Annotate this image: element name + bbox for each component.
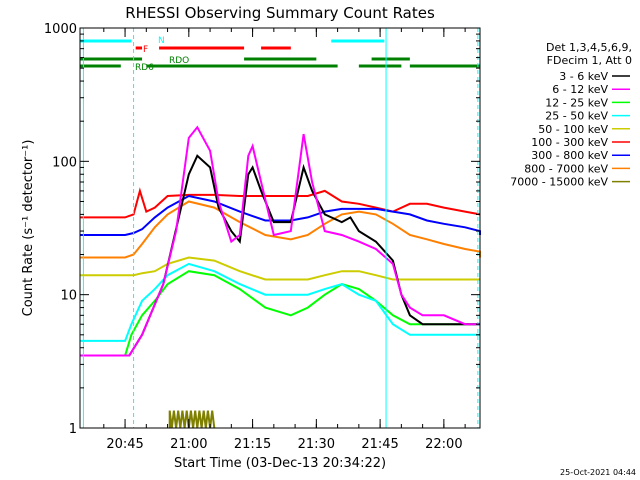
y-tick-label: 10	[60, 289, 77, 304]
flag-label-n: N	[158, 36, 165, 46]
x-tick-label: 22:00	[425, 437, 462, 452]
y-tick-label: 100	[52, 155, 77, 170]
vertical-markers	[82, 28, 479, 428]
series-line-100-300-kev	[80, 187, 481, 219]
legend-entry-label: 3 - 6 keV	[559, 70, 608, 83]
y-axis-label: Count Rate (s⁻¹ detector⁻¹)	[21, 140, 36, 317]
legend-header-line: FDecim 1, Att 0	[547, 54, 632, 67]
legend-entry-label: 50 - 100 keV	[538, 123, 608, 136]
y-tick-label: 1	[69, 422, 77, 437]
x-tick-label: 21:30	[298, 437, 335, 452]
legend-entry-label: 6 - 12 keV	[552, 83, 608, 96]
flag-bars: NF RDO RD6	[80, 36, 480, 73]
legend-entry-label: 25 - 50 keV	[545, 110, 608, 123]
series-line-25-50-kev	[80, 262, 480, 342]
y-axis: 1 10 100 1000	[44, 22, 480, 437]
x-tick-label: 21:15	[234, 437, 271, 452]
legend-entry-label: 100 - 300 keV	[531, 136, 608, 149]
legend: Det 1,3,4,5,6,9,FDecim 1, Att 0 3 - 6 keV…	[510, 41, 632, 189]
flag-label-rdo: RDO	[169, 56, 189, 66]
y-tick-label: 1000	[44, 22, 77, 37]
legend-entry-label: 300 - 800 keV	[531, 149, 608, 162]
series-line-800-7000-kev	[80, 200, 481, 259]
series-line-300-800-kev	[80, 194, 481, 236]
series-line-6-12-kev	[80, 125, 480, 357]
x-tick-label: 20:45	[106, 437, 143, 452]
x-tick-label: 21:00	[170, 437, 207, 452]
x-axis: 20:45 21:00 21:15 21:30 21:45 22:00	[103, 28, 466, 452]
x-axis-label: Start Time (03-Dec-13 20:34:22)	[174, 456, 386, 471]
footer-timestamp: 25-Oct-2021 04:44	[560, 468, 636, 477]
series-line-50-100-kev	[80, 256, 480, 281]
chart-title: RHESSI Observing Summary Count Rates	[125, 4, 435, 22]
series-line-3-6-kev	[80, 154, 480, 357]
legend-entry-label: 800 - 7000 keV	[524, 162, 608, 175]
series-line-12-25-kev	[80, 270, 480, 357]
legend-entry-label: 7000 - 15000 keV	[510, 176, 608, 189]
plot-frame	[79, 27, 481, 429]
legend-entry-label: 12 - 25 keV	[545, 96, 608, 109]
flag-label-rd6: RD6	[135, 63, 154, 73]
series-line-7000-15000-kev	[168, 410, 216, 429]
plot-area	[80, 125, 481, 429]
legend-header-line: Det 1,3,4,5,6,9,	[546, 41, 632, 54]
x-tick-label: 21:45	[361, 437, 398, 452]
flag-label-f: F	[143, 45, 148, 55]
